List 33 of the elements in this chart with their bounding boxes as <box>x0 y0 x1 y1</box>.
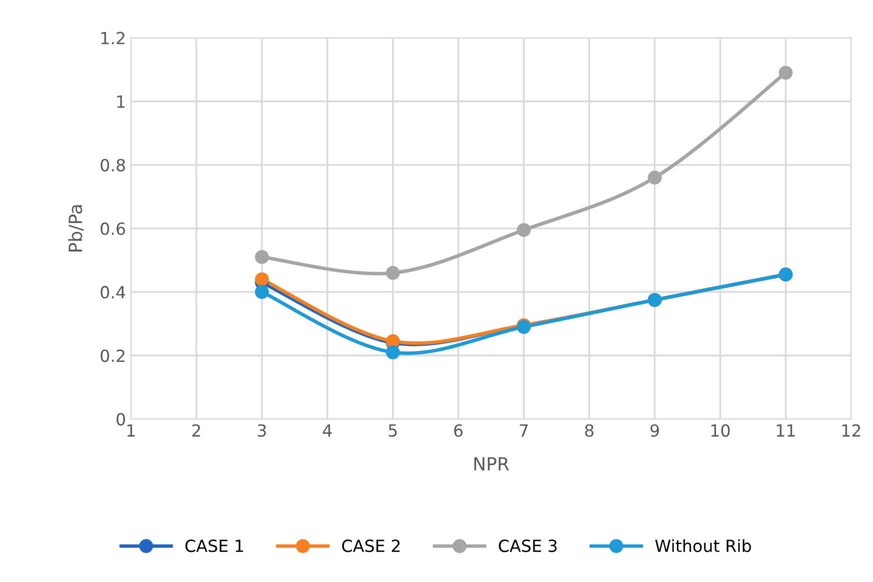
point <box>516 223 531 237</box>
point <box>254 250 269 264</box>
x-tick-label: 4 <box>322 424 332 437</box>
point <box>386 345 400 360</box>
point <box>254 272 269 286</box>
point <box>778 66 793 80</box>
y-tick-label: 1.2 <box>101 32 124 44</box>
y-tick-label: 0.6 <box>100 222 126 236</box>
y-tick-label: 1 <box>117 96 125 108</box>
point <box>254 285 269 299</box>
x-tick-label: 10 <box>711 424 730 437</box>
x-tick-label: 5 <box>388 424 397 437</box>
x-tick-label: 6 <box>454 424 463 437</box>
x-axis-title: NPR <box>474 457 510 470</box>
x-tick-label: 11 <box>776 424 795 437</box>
x-tick-label: 8 <box>585 424 594 437</box>
y-tick-label: 0.8 <box>100 158 125 172</box>
x-tick-label: 7 <box>520 424 528 437</box>
legend-label: CASE 3 <box>498 540 557 552</box>
x-tick-label: 3 <box>258 424 266 437</box>
x-tick-label: 1 <box>127 424 135 437</box>
legend-label: Without Rib <box>655 539 751 552</box>
y-tick-label: 0.2 <box>100 349 124 362</box>
point <box>648 170 662 185</box>
x-tick-label: 12 <box>842 424 860 437</box>
y-tick-label: 0 <box>116 413 125 426</box>
y-tick-label: 0.4 <box>100 286 126 299</box>
legend-label: CASE 2 <box>342 540 400 552</box>
x-tick-label: 2 <box>192 424 200 437</box>
point <box>386 266 400 280</box>
x-tick-label: 9 <box>650 424 659 437</box>
y-axis-title: Pb/Pa <box>68 205 84 252</box>
legend-label: CASE 1 <box>185 540 243 552</box>
